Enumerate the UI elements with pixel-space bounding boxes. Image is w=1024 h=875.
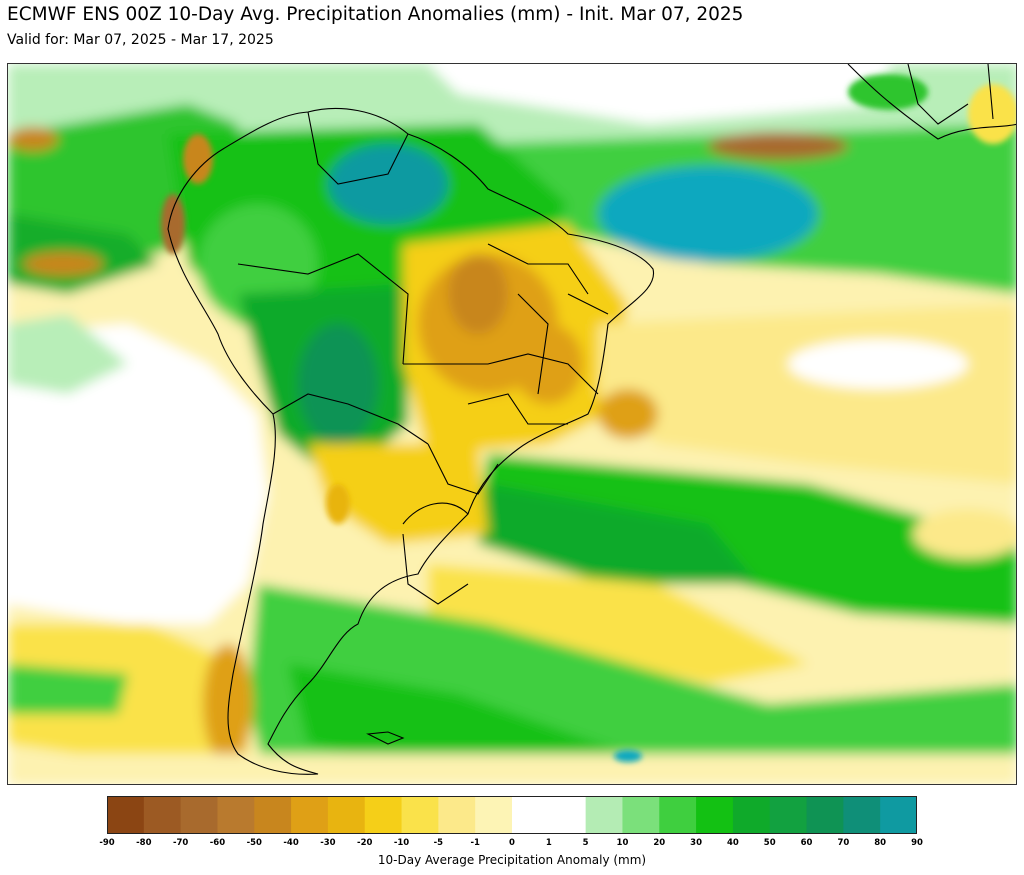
colorbar-tick-label: -80 [136, 838, 152, 848]
colorbar-tick-label: -20 [357, 838, 373, 848]
colorbar-segment [364, 796, 403, 834]
colorbar-tick-label: 40 [726, 838, 739, 848]
colorbar-segment [585, 796, 623, 834]
colorbar-ticks: -90 -80 -70 -60 -50 -40 -30 -20 -10 -5 -1 0 1 5 10 20 30… [99, 838, 923, 852]
colorbar [107, 796, 917, 834]
colorbar-tick-label: -60 [209, 838, 226, 848]
anomaly-field [8, 64, 1016, 784]
colorbar-tick-label: 10 [616, 838, 629, 848]
colorbar-segment [622, 796, 660, 834]
colorbar-segment [254, 796, 292, 834]
colorbar-segment [107, 796, 145, 834]
colorbar-segment [143, 796, 182, 834]
colorbar-tick-label: 30 [690, 838, 702, 848]
colorbar-tick-label: -1 [470, 838, 480, 848]
chart-title: ECMWF ENS 00Z 10-Day Avg. Precipitation … [7, 4, 744, 25]
colorbar-segment [843, 796, 881, 834]
colorbar-segment [401, 796, 439, 834]
colorbar-tick-label: -50 [246, 838, 262, 848]
colorbar-segment [732, 796, 771, 834]
valid-date-subtitle: Valid for: Mar 07, 2025 - Mar 17, 2025 [7, 32, 274, 48]
colorbar-segment [291, 796, 329, 834]
colorbar-segment [769, 796, 808, 834]
country-boundaries [167, 64, 1016, 775]
colorbar-tick-label: -70 [172, 838, 189, 848]
colorbar-tick-label: 5 [582, 838, 589, 848]
map-canvas [8, 64, 1016, 784]
colorbar-tick-label: 20 [653, 838, 666, 848]
colorbar-segment [438, 796, 476, 834]
colorbar-segment [696, 796, 734, 834]
colorbar-tick-label: -30 [320, 838, 336, 848]
colorbar-tick-label: 70 [837, 838, 850, 848]
colorbar-border [107, 796, 917, 834]
colorbar-tick-label: 90 [911, 838, 923, 848]
colorbar-tick-label: -90 [99, 838, 115, 848]
colorbar-tick-label: 60 [800, 838, 813, 848]
colorbar-tick-label: 1 [545, 838, 552, 848]
colorbar-tick-label: 0 [509, 838, 515, 848]
colorbar-tick-label: 80 [874, 838, 887, 848]
colorbar-tick-label: -10 [393, 838, 410, 848]
colorbar-tick-label: -40 [283, 838, 299, 848]
precipitation-anomaly-map [7, 63, 1017, 785]
colorbar-tick-label: 50 [763, 838, 776, 848]
colorbar-segment [806, 796, 844, 834]
colorbar-segment [659, 796, 697, 834]
colorbar-segment [880, 796, 917, 834]
colorbar-segment [475, 796, 513, 834]
colorbar-segment [217, 796, 255, 834]
colorbar-segment [512, 796, 550, 834]
colorbar-label: 10-Day Average Precipitation Anomaly (mm… [377, 853, 647, 867]
colorbar-segment [180, 796, 218, 834]
colorbar-segment [548, 796, 587, 834]
colorbar-segment [327, 796, 366, 834]
colorbar-tick-label: -5 [433, 838, 444, 848]
